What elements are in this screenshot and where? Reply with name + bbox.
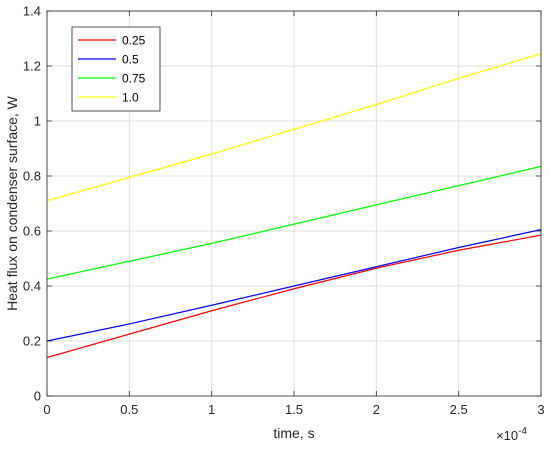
y-tick-label: 0.6 [23,224,41,239]
x-tick-label: 2.5 [450,402,468,417]
legend-label-0.75: 0.75 [122,72,146,86]
axis-ticks: 0 0.5 1 1.5 2 2.5 3 0 0.2 0.4 0.6 0.8 1 1.2 1.4 [23,4,545,418]
series-line-0.5 [46,229,542,342]
y-tick-label: 0.2 [23,334,41,349]
x-axis-label: time, s [273,425,314,441]
x-tick-label: 1.5 [285,402,303,417]
y-tick-label: 0.4 [23,279,41,294]
x-tick-label: 0 [43,402,50,417]
y-tick-label: 1 [34,114,41,129]
x-tick-label: 2 [373,402,380,417]
legend-label-0.5: 0.5 [122,53,139,67]
legend-label-0.25: 0.25 [122,34,146,48]
x-tick-label: 3 [537,402,544,417]
y-tick-label: 0.8 [23,169,41,184]
y-axis-label: Heat flux on condenser surface, W [4,95,20,311]
x-exponent-base: ×10 [496,428,518,443]
x-exponent-power: -4 [518,426,527,437]
series-line-0.25 [46,234,542,359]
y-tick-label: 1.4 [23,4,41,19]
series-line-1.0 [46,53,542,202]
legend: 0.25 0.5 0.75 1.0 [71,26,161,112]
series-line-0.75 [46,165,542,280]
legend-label-1.0: 1.0 [122,91,139,105]
x-tick-label: 1 [208,402,215,417]
x-axis-exponent: ×10-4 [496,426,527,443]
y-tick-label: 1.2 [23,59,41,74]
series-lines [46,53,542,359]
y-tick-label: 0 [34,389,41,404]
x-tick-label: 0.5 [120,402,138,417]
